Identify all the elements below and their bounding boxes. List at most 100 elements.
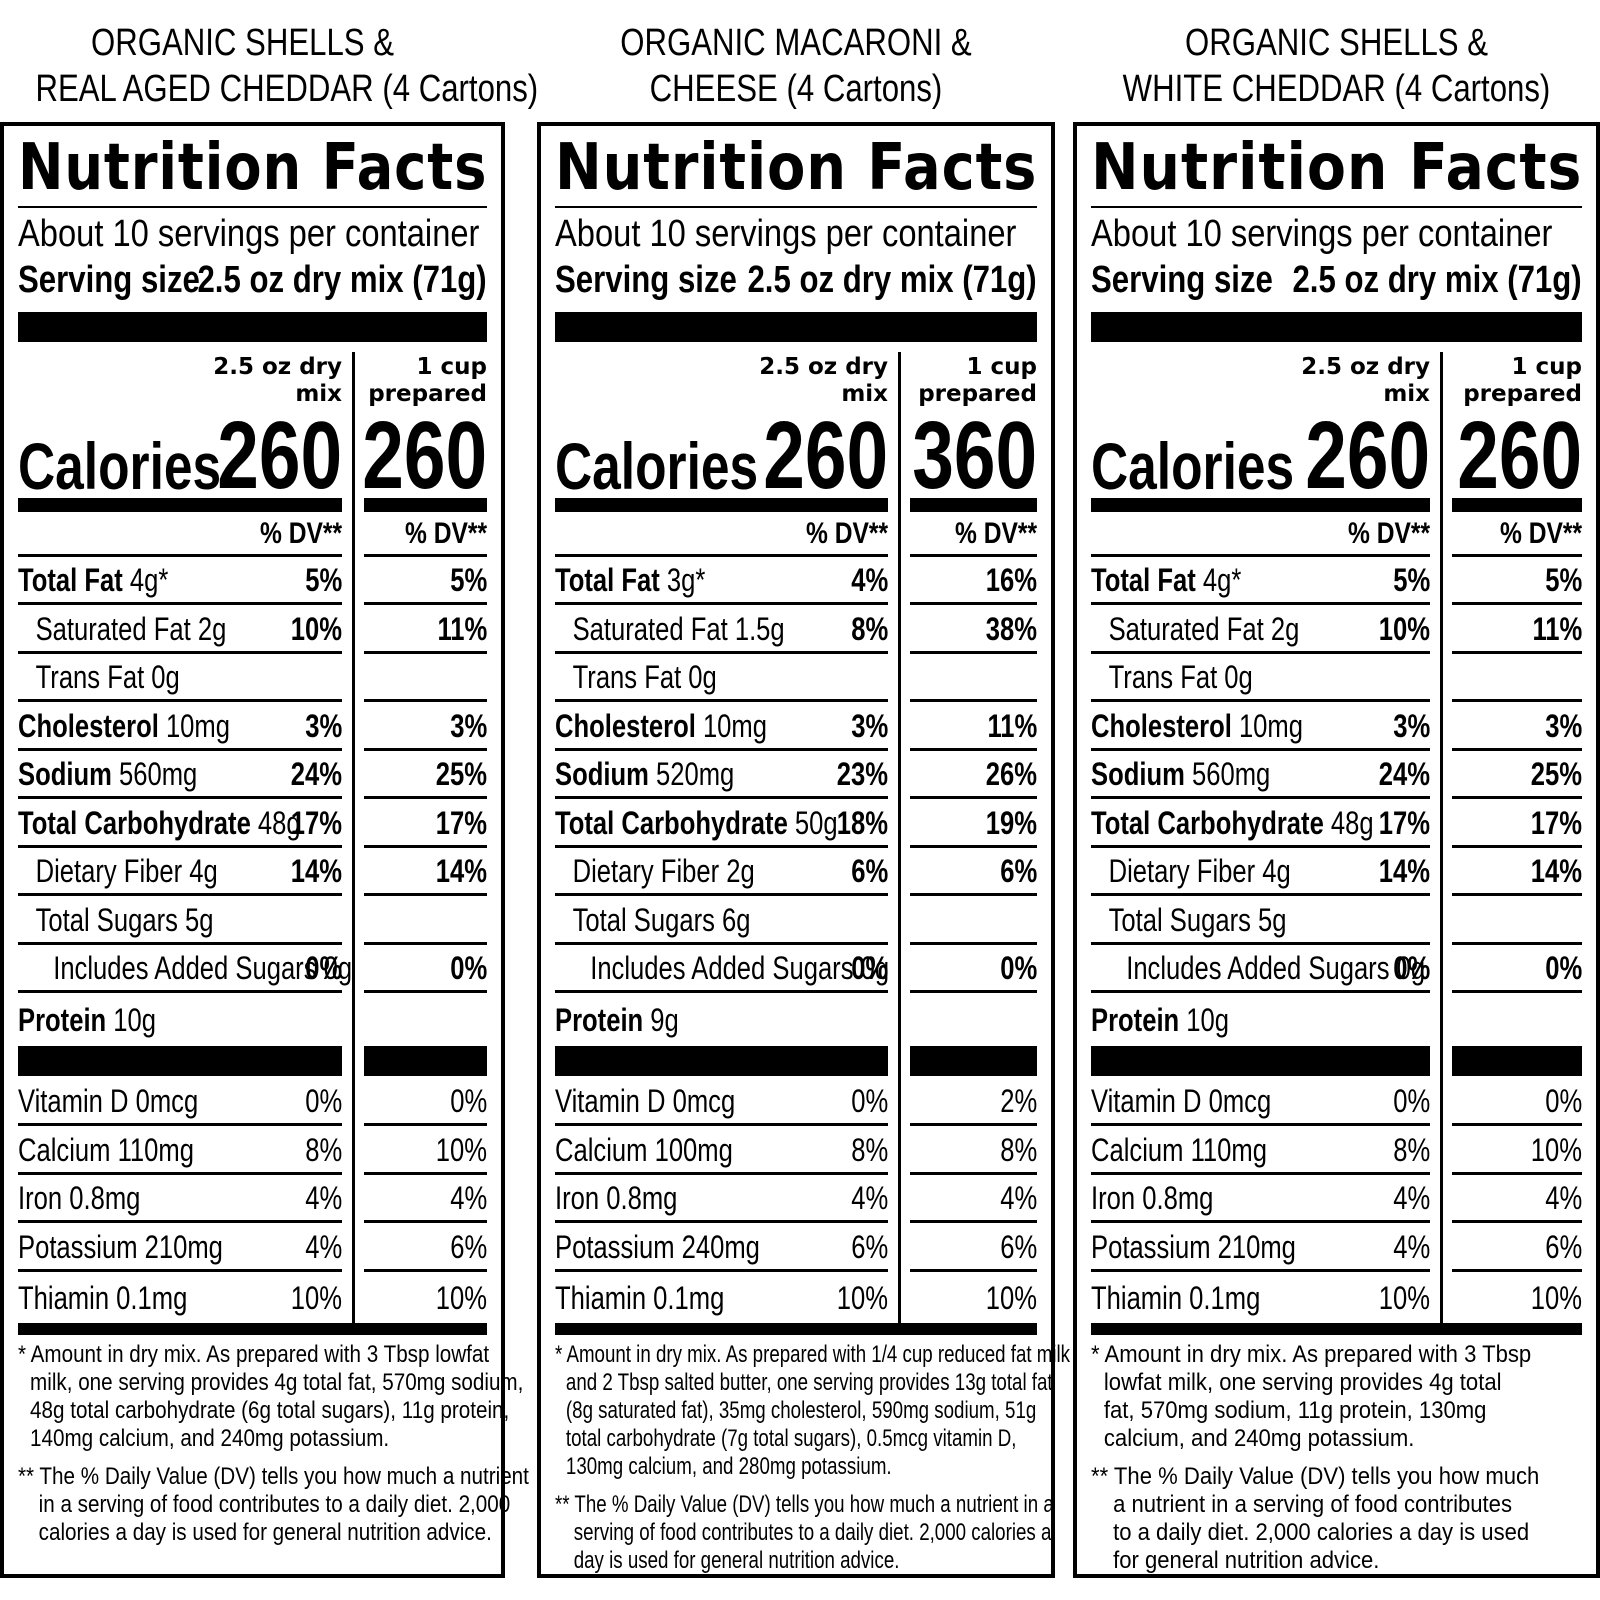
serving-size-label: Serving size	[1091, 259, 1273, 301]
nutrient-row-prepared: 17%	[364, 800, 487, 848]
nutrient-amount: 50g	[794, 804, 838, 841]
vitamin-dv-dry: 6%	[851, 1228, 888, 1265]
nutrient-dv-dry: 10%	[290, 610, 342, 647]
vitamin-row: Calcium 110mg 8%	[1091, 1127, 1430, 1175]
vitamin-row-prepared: 10%	[910, 1272, 1037, 1320]
calories-rule	[910, 498, 1037, 512]
nutrient-row-prepared: 0%	[910, 945, 1037, 993]
nutrition-facts-panel: Nutrition Facts About 10 servings per con…	[0, 122, 529, 1578]
nutrient-row: Dietary Fiber 4g 14%	[18, 848, 342, 896]
nutrient-dv-prepared: 25%	[1530, 756, 1582, 792]
nutrient-row: Dietary Fiber 4g 14%	[1091, 848, 1430, 896]
nutrient-name: Trans Fat 0g	[555, 657, 717, 697]
vitamin-row: Calcium 110mg 8%	[18, 1127, 342, 1175]
nutrient-name: Dietary Fiber 4g	[18, 851, 218, 891]
vitamin-dv-prepared: 4%	[1000, 1180, 1037, 1216]
vitamin-row-prepared: 10%	[364, 1127, 487, 1175]
product-heading-line: CHEESE (4 Cartons)	[649, 68, 943, 110]
vitamin-name: Vitamin D 0mcg	[1091, 1083, 1272, 1119]
product-heading-line: REAL AGED CHEDDAR (4 Cartons)	[35, 68, 539, 110]
nutrient-row-prepared	[910, 994, 1037, 1042]
vitamin-row-prepared: 10%	[1452, 1127, 1582, 1175]
nutrient-name: Saturated Fat 1.5g	[555, 609, 785, 649]
vitamin-dv-dry: 4%	[1393, 1180, 1430, 1216]
nutrient-row: Trans Fat 0g	[18, 654, 342, 702]
nutrient-row: Saturated Fat 2g 10%	[1091, 606, 1430, 654]
nutrient-row: Cholesterol 10mg 3%	[1091, 703, 1430, 751]
vitamin-row: Thiamin 0.1mg 10%	[555, 1272, 888, 1320]
vitamin-dv-prepared: 4%	[1545, 1180, 1582, 1216]
nutrient-row-prepared	[910, 654, 1037, 702]
thin-rule	[1091, 206, 1582, 208]
nutrient-row: Protein 9g	[555, 994, 888, 1042]
footnote-line: for general nutrition advice.	[1113, 1546, 1380, 1574]
vitamin-row-prepared: 6%	[1452, 1224, 1582, 1272]
product-heading-line: ORGANIC MACARONI &	[620, 22, 972, 64]
servings-per-container: About 10 servings per container	[1091, 213, 1553, 255]
nutrient-row: Includes Added Sugars 0g 0%	[1091, 945, 1430, 993]
header-line: mix	[841, 381, 888, 407]
nutrient-amount: 48g	[257, 804, 301, 841]
nutrient-dv-prepared: 11%	[437, 610, 487, 647]
footnote-amount: * Amount in dry mix. As prepared with 1/…	[555, 1341, 1070, 1481]
calories-rule	[1452, 498, 1582, 512]
serving-size-value: 2.5 oz dry mix (71g)	[197, 259, 487, 301]
nutrient-bold-name: Cholesterol	[555, 707, 696, 744]
nutrient-dv-dry: 17%	[1378, 804, 1430, 841]
vitamin-row-prepared: 10%	[1452, 1272, 1582, 1320]
nutrient-name: Includes Added Sugars 0g	[555, 948, 889, 988]
footnote-line: a nutrient in a serving of food contribu…	[1113, 1490, 1512, 1518]
vitamin-dv-prepared: 10%	[1530, 1280, 1582, 1316]
nutrient-row: Trans Fat 0g	[555, 654, 888, 702]
vitamin-name: Thiamin 0.1mg	[18, 1280, 188, 1316]
nutrient-row: Total Fat 4g* 5%	[1091, 557, 1430, 605]
thin-rule	[555, 206, 1037, 208]
dv-rule	[1091, 554, 1430, 557]
nutrient-row: Includes Added Sugars 0g 0%	[555, 945, 889, 993]
nutrient-dv-prepared: 11%	[1532, 610, 1582, 647]
header-line: mix	[1383, 381, 1430, 407]
footnotes: * Amount in dry mix. As prepared with 3 …	[18, 1341, 529, 1547]
nutrient-row-prepared	[1452, 654, 1582, 702]
nutrient-dv-dry: 24%	[290, 756, 342, 792]
footnote-amount: * Amount in dry mix. As prepared with 3 …	[1091, 1341, 1546, 1453]
nutrient-row-prepared: 3%	[1452, 703, 1582, 751]
nutrient-dv-prepared: 38%	[985, 610, 1037, 647]
vitamin-dv-dry: 10%	[1378, 1280, 1430, 1316]
vitamin-dv-dry: 4%	[1393, 1228, 1430, 1265]
nutrient-amount: 560mg	[1191, 756, 1271, 792]
dv-rule	[555, 554, 888, 557]
vitamin-dv-prepared: 2%	[1000, 1083, 1037, 1119]
nutrient-row: Total Carbohydrate 50g 18%	[555, 800, 888, 848]
nutrient-bold-name: Cholesterol	[1091, 707, 1232, 744]
nutrient-name: Total Carbohydrate 48g	[18, 803, 301, 843]
header-line: prepared	[918, 381, 1037, 407]
footnote-line: 48g total carbohydrate (6g total sugars)…	[30, 1396, 510, 1424]
header-line: 2.5 oz dry	[759, 354, 888, 380]
thin-rule	[18, 206, 487, 208]
nutrient-bold-name: Sodium	[1091, 756, 1185, 792]
vitamin-row: Thiamin 0.1mg 10%	[18, 1272, 342, 1320]
nutrient-amount: Trans Fat 0g	[35, 659, 180, 695]
vitamin-rule	[1452, 1046, 1582, 1076]
footnote-daily-value: ** The % Daily Value (DV) tells you how …	[555, 1491, 1054, 1575]
nutrient-amount: 9g	[650, 1001, 679, 1038]
dv-header: % DV**	[1347, 517, 1430, 550]
nutrient-name: Total Fat 3g*	[555, 560, 705, 600]
vitamin-row: Iron 0.8mg 4%	[18, 1175, 342, 1223]
vitamin-row: Vitamin D 0mcg 0%	[18, 1078, 342, 1126]
vitamin-dv-prepared: 0%	[1545, 1083, 1582, 1119]
header-line: 1 cup	[966, 354, 1037, 380]
nutrient-dv-dry: 5%	[1393, 562, 1430, 598]
vitamin-dv-prepared: 10%	[1530, 1131, 1582, 1168]
footnote-line: 140mg calcium, and 240mg potassium.	[30, 1424, 390, 1452]
nutrient-row-prepared: 19%	[910, 800, 1037, 848]
nutrient-dv-prepared: 5%	[1545, 562, 1582, 598]
nutrient-row-prepared: 25%	[1452, 751, 1582, 799]
nutrient-amount: 560mg	[118, 756, 198, 792]
nutrition-facts-panel: Nutrition Facts About 10 servings per con…	[537, 122, 1070, 1578]
nutrient-amount: 4g*	[129, 562, 169, 598]
nutrient-row: Protein 10g	[1091, 994, 1430, 1042]
nutrient-dv-prepared: 6%	[1000, 853, 1037, 889]
footnote-line: fat, 570mg sodium, 11g protein, 130mg	[1103, 1396, 1487, 1424]
